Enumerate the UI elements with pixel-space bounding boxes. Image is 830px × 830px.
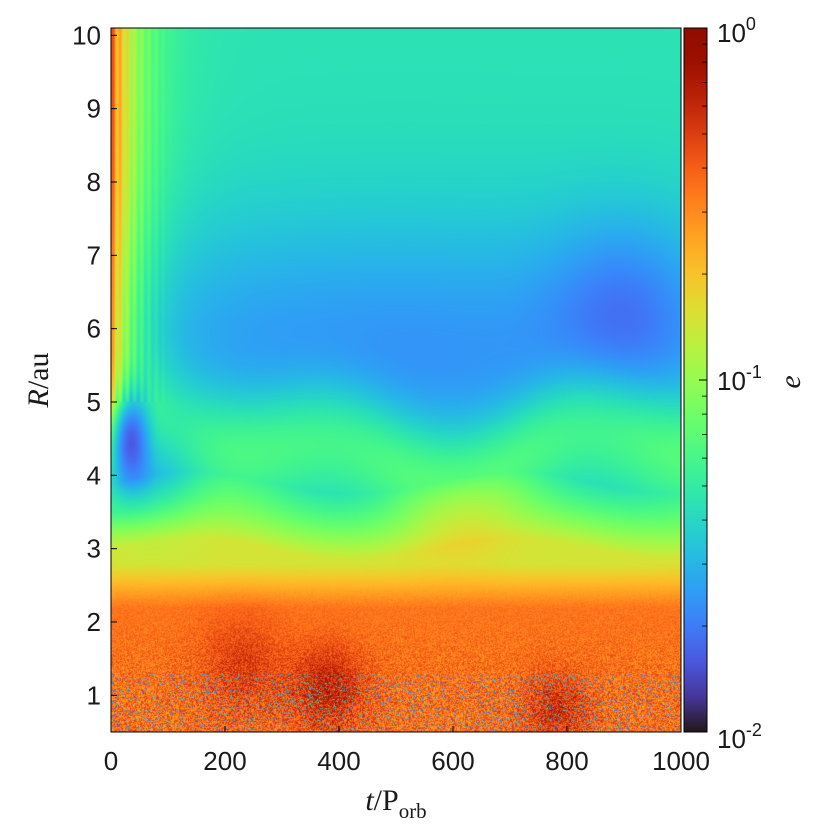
colorbar-tick-label: 100: [717, 14, 756, 48]
colorbar-tick-exponent: -2: [746, 720, 762, 740]
colorbar-tick-label: 10-2: [717, 720, 762, 754]
y-axis-label-unit: au: [22, 353, 55, 381]
colorbar-tick-exponent: -1: [746, 362, 762, 382]
x-axis-ticks: 0 200 400 600 800 1000: [104, 726, 710, 776]
colorbar-tick-base: 10: [717, 724, 746, 754]
x-axis-label-var: t: [365, 784, 374, 817]
x-tick-label: 400: [317, 746, 360, 776]
y-tick-label: 8: [87, 167, 101, 197]
colorbar-tick-label: 10-1: [717, 362, 762, 396]
y-axis-label-var: R: [22, 389, 55, 408]
plot-frame: [110, 27, 682, 733]
x-axis-label: t/Porb: [365, 784, 426, 823]
colorbar-tick-base: 10: [717, 18, 746, 48]
y-axis-label: R/au: [22, 353, 55, 409]
y-axis-label-sep: /: [22, 380, 55, 389]
heatmap-plot: [110, 27, 682, 733]
colorbar-tick-exponent: 0: [746, 14, 756, 34]
y-tick-label: 1: [87, 680, 101, 710]
x-tick-label: 800: [545, 746, 588, 776]
y-tick-label: 10: [72, 20, 101, 50]
y-tick-label: 9: [87, 94, 101, 124]
colorbar-tick-base: 10: [717, 366, 746, 396]
x-axis-label-unit: P: [382, 784, 399, 817]
heatmap-image: [111, 28, 681, 732]
y-tick-label: 6: [87, 314, 101, 344]
y-tick-label: 5: [87, 387, 101, 417]
y-tick-label: 4: [87, 460, 101, 490]
y-axis-ticks: 1 2 3 4 5 6 7 8 9 10: [72, 20, 117, 710]
heatmap-canvas: [111, 28, 681, 732]
colorbar-label: e: [774, 375, 807, 388]
y-tick-label: 3: [87, 534, 101, 564]
x-tick-label: 600: [431, 746, 474, 776]
x-axis-label-sep: /: [374, 784, 383, 817]
y-tick-label: 7: [87, 240, 101, 270]
x-tick-label: 0: [104, 746, 118, 776]
x-tick-label: 1000: [652, 746, 710, 776]
y-tick-label: 2: [87, 607, 101, 637]
x-axis-label-unit-sub: orb: [399, 799, 427, 823]
x-tick-label: 200: [203, 746, 246, 776]
